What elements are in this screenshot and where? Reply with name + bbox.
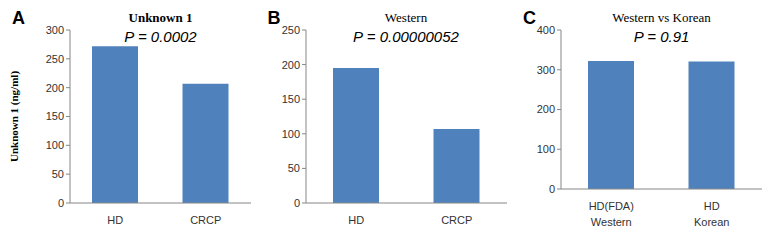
svg-text:HD: HD	[348, 214, 364, 226]
html-text:Western vs Korean: Western vs Korean	[612, 10, 711, 25]
svg-text:150: 150	[281, 93, 299, 105]
svg-text:400: 400	[537, 24, 555, 36]
html-text:B: B	[267, 8, 281, 28]
svg-text:100: 100	[281, 128, 299, 140]
svg-text:0: 0	[293, 197, 299, 209]
svg-text:HD(FDA): HD(FDA)	[589, 200, 634, 212]
svg-text:HD: HD	[704, 200, 720, 212]
svg-text:200: 200	[537, 103, 555, 115]
svg-text:HD: HD	[107, 214, 123, 226]
html-text:A: A	[12, 8, 25, 28]
svg-text:Unknown 1 (ng/ml): Unknown 1 (ng/ml)	[8, 71, 21, 162]
svg-text:Western: Western	[591, 216, 632, 227]
svg-text:100: 100	[46, 139, 64, 151]
html-text:P = 0.00000052: P = 0.00000052	[353, 28, 459, 45]
svg-text:200: 200	[281, 59, 299, 71]
svg-text:CRCP: CRCP	[441, 214, 472, 226]
html-text:P = 0.91: P = 0.91	[633, 28, 690, 45]
svg-text:300: 300	[537, 64, 555, 76]
svg-text:Korean: Korean	[694, 216, 729, 227]
svg-text:150: 150	[46, 110, 64, 122]
svg-text:300: 300	[46, 24, 64, 36]
svg-text:200: 200	[46, 82, 64, 94]
svg-text:50: 50	[287, 162, 299, 174]
html-text:P = 0.0002: P = 0.0002	[124, 28, 197, 45]
svg-text:250: 250	[46, 53, 64, 65]
html-text:C: C	[523, 8, 536, 28]
html-text:Unknown 1: Unknown 1	[128, 10, 193, 25]
svg-text:CRCP: CRCP	[190, 214, 221, 226]
svg-text:0: 0	[549, 183, 555, 195]
svg-text:0: 0	[58, 197, 64, 209]
html-text:Western: Western	[384, 10, 428, 25]
svg-text:250: 250	[281, 24, 299, 36]
svg-text:50: 50	[52, 168, 64, 180]
svg-text:100: 100	[537, 143, 555, 155]
